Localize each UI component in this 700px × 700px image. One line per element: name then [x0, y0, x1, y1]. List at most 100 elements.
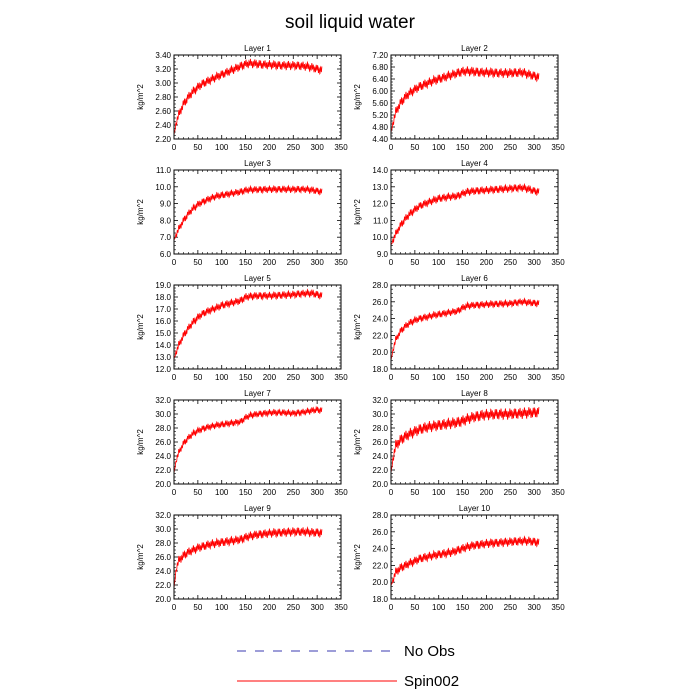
x-tick-label: 250	[287, 143, 301, 152]
y-tick-label: 18.0	[372, 595, 388, 604]
y-tick-label: 9.0	[160, 200, 172, 209]
legend-label-no-obs: No Obs	[404, 643, 455, 660]
panel-title: Layer 10	[459, 504, 491, 513]
x-tick-label: 250	[287, 258, 301, 267]
y-axis-label: kg/m^2	[136, 199, 145, 225]
x-tick-label: 250	[287, 373, 301, 382]
y-tick-label: 20.0	[372, 578, 388, 587]
y-tick-label: 17.0	[155, 305, 171, 314]
plot-frame	[173, 169, 342, 255]
panel-title: Layer 1	[244, 44, 271, 53]
x-tick-label: 250	[504, 143, 518, 152]
x-tick-label: 300	[310, 373, 324, 382]
x-tick-label: 50	[193, 603, 202, 612]
y-axis-label: kg/m^2	[353, 314, 362, 340]
series-line-spin002	[390, 535, 540, 587]
y-tick-label: 20.0	[155, 595, 171, 604]
y-tick-label: 20.0	[372, 348, 388, 357]
legend-label-spin002: Spin002	[404, 673, 459, 690]
y-tick-label: 20.0	[155, 480, 171, 489]
x-tick-label: 0	[172, 603, 177, 612]
series-line-spin002	[173, 405, 323, 474]
y-tick-label: 5.20	[372, 111, 388, 120]
x-tick-label: 200	[263, 143, 277, 152]
x-tick-label: 150	[239, 373, 253, 382]
x-tick-label: 0	[389, 373, 394, 382]
y-tick-label: 22.0	[372, 331, 388, 340]
x-tick-label: 200	[263, 603, 277, 612]
x-tick-label: 0	[389, 488, 394, 497]
y-tick-label: 10.0	[372, 233, 388, 242]
x-tick-label: 350	[334, 488, 348, 497]
y-tick-label: 22.0	[155, 581, 171, 590]
x-tick-label: 250	[504, 488, 518, 497]
x-tick-label: 300	[527, 603, 541, 612]
y-tick-label: 26.0	[372, 298, 388, 307]
y-tick-label: 7.20	[372, 51, 388, 60]
x-tick-label: 300	[310, 258, 324, 267]
panel-title: Layer 4	[461, 159, 488, 168]
x-tick-label: 50	[193, 143, 202, 152]
y-axis-label: kg/m^2	[353, 84, 362, 110]
y-axis-label: kg/m^2	[353, 199, 362, 225]
y-tick-label: 12.0	[155, 365, 171, 374]
x-tick-label: 0	[172, 488, 177, 497]
x-tick-label: 300	[527, 258, 541, 267]
y-tick-label: 6.00	[372, 87, 388, 96]
x-tick-label: 150	[456, 603, 470, 612]
y-tick-label: 24.0	[372, 452, 388, 461]
panel-layer-1: Layer 1 kg/m^2 0 50 100 150 200 250 300 350 2.20 2.…	[136, 44, 348, 152]
y-tick-label: 24.0	[155, 452, 171, 461]
plot-frame	[173, 284, 342, 370]
plot-frame	[390, 284, 559, 370]
y-tick-label: 28.0	[372, 424, 388, 433]
y-tick-label: 26.0	[372, 438, 388, 447]
y-tick-label: 24.0	[372, 315, 388, 324]
y-tick-label: 28.0	[372, 511, 388, 520]
series-line-spin002	[390, 182, 540, 246]
x-tick-label: 200	[263, 488, 277, 497]
panel-layer-10: Layer 10 kg/m^2 0 50 100 150 200 250 300 350 18.0 2…	[353, 504, 565, 612]
plot-frame	[173, 399, 342, 485]
figure-title: soil liquid water	[285, 12, 416, 33]
plot-frame	[390, 399, 559, 485]
y-tick-label: 28.0	[155, 424, 171, 433]
series-line-spin002	[173, 58, 323, 136]
x-tick-label: 100	[432, 143, 446, 152]
y-tick-label: 32.0	[155, 396, 171, 405]
x-tick-label: 350	[334, 143, 348, 152]
x-tick-label: 0	[389, 258, 394, 267]
legend: No Obs Spin002	[237, 643, 459, 690]
y-tick-label: 6.40	[372, 75, 388, 84]
x-tick-label: 200	[263, 373, 277, 382]
x-tick-label: 250	[504, 603, 518, 612]
panel-layer-7: Layer 7 kg/m^2 0 50 100 150 200 250 300 350 20.0 22…	[136, 389, 348, 497]
x-tick-label: 350	[334, 373, 348, 382]
x-tick-label: 300	[527, 143, 541, 152]
x-tick-label: 350	[334, 603, 348, 612]
panel-title: Layer 3	[244, 159, 271, 168]
y-tick-label: 11.0	[156, 166, 172, 175]
y-tick-label: 4.80	[372, 123, 388, 132]
series-line-spin002	[173, 288, 323, 360]
y-axis-label: kg/m^2	[353, 544, 362, 570]
x-tick-label: 50	[410, 143, 419, 152]
y-tick-label: 4.40	[372, 135, 388, 144]
x-tick-label: 50	[193, 258, 202, 267]
y-tick-label: 16.0	[155, 317, 171, 326]
x-tick-label: 300	[527, 488, 541, 497]
x-tick-label: 150	[456, 258, 470, 267]
x-tick-label: 350	[551, 603, 565, 612]
x-tick-label: 200	[263, 258, 277, 267]
y-tick-label: 12.0	[372, 200, 388, 209]
panel-title: Layer 5	[244, 274, 271, 283]
x-tick-label: 200	[480, 603, 494, 612]
y-tick-label: 13.0	[372, 183, 388, 192]
x-tick-label: 50	[410, 258, 419, 267]
panel-layer-9: Layer 9 kg/m^2 0 50 100 150 200 250 300 350 20.0 22…	[136, 504, 348, 612]
x-tick-label: 150	[456, 488, 470, 497]
x-tick-label: 350	[551, 488, 565, 497]
x-tick-label: 0	[389, 603, 394, 612]
x-tick-label: 100	[432, 258, 446, 267]
y-tick-label: 18.0	[372, 365, 388, 374]
